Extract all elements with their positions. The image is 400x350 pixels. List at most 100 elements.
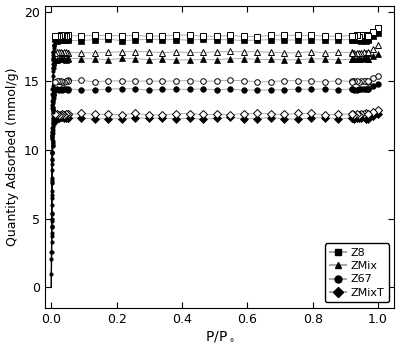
Point (50, 100, 56, 105)
Point (48, 249, 55, 255)
Point (48, 249, 55, 254)
Point (50, 96, 56, 102)
Point (49, 167, 55, 173)
Point (50, 61, 56, 66)
Point (48, 180, 55, 186)
Point (50, 65, 56, 71)
Point (51, 120, 57, 126)
Point (48, 239, 55, 245)
Point (50, 45, 57, 51)
Point (48, 188, 55, 193)
Point (48, 230, 55, 235)
Point (49, 142, 56, 148)
Point (49, 156, 55, 162)
Legend: Z8, ZMix, Z67, ZMixT: Z8, ZMix, Z67, ZMixT (325, 243, 389, 302)
Point (50, 94, 56, 100)
Point (50, 63, 57, 68)
Point (50, 124, 56, 130)
Point (48, 224, 55, 230)
Point (50, 57, 56, 62)
Point (50, 107, 56, 113)
Point (48, 233, 55, 239)
Point (49, 120, 56, 125)
Point (49, 106, 56, 111)
Point (50, 96, 57, 101)
Point (48, 211, 55, 217)
Point (50, 121, 57, 126)
Point (49, 93, 56, 99)
Point (49, 162, 55, 167)
Point (49, 98, 56, 104)
Point (50, 65, 56, 71)
Point (50, 92, 57, 97)
Point (50, 49, 56, 55)
Point (50, 56, 56, 62)
Point (49, 117, 56, 122)
Point (50, 91, 57, 97)
Point (49, 86, 56, 92)
Point (50, 138, 56, 144)
Point (49, 150, 56, 156)
Point (48, 217, 55, 222)
Point (51, 119, 57, 125)
Point (49, 192, 55, 198)
Point (50, 104, 56, 110)
Point (50, 55, 56, 61)
Point (51, 43, 57, 49)
Point (49, 98, 56, 104)
Point (50, 98, 56, 104)
Point (48, 218, 55, 224)
Point (50, 130, 56, 136)
Point (49, 175, 55, 180)
Point (49, 143, 56, 149)
Point (50, 120, 57, 126)
Point (50, 127, 56, 133)
Point (49, 195, 55, 200)
Point (50, 140, 56, 146)
Point (50, 109, 56, 114)
Point (49, 135, 55, 141)
Point (51, 119, 57, 125)
Point (49, 179, 55, 185)
Point (51, 42, 57, 48)
Point (49, 202, 55, 208)
Point (49, 130, 55, 135)
Point (49, 134, 55, 139)
Point (50, 106, 56, 112)
Point (50, 73, 56, 79)
X-axis label: P/P$_\circ$: P/P$_\circ$ (205, 330, 235, 344)
Point (50, 52, 56, 58)
Y-axis label: Quantity Adsorbed (mmol/g): Quantity Adsorbed (mmol/g) (6, 68, 18, 246)
Point (50, 68, 56, 74)
Point (51, 92, 57, 98)
Point (49, 149, 56, 155)
Point (48, 223, 55, 229)
Point (49, 91, 56, 97)
Point (48, 211, 55, 216)
Point (49, 129, 55, 134)
Point (49, 149, 55, 155)
Point (49, 177, 55, 183)
Point (49, 120, 56, 126)
Point (51, 62, 57, 67)
Point (50, 49, 56, 55)
Point (51, 92, 57, 97)
Point (49, 134, 55, 140)
Point (51, 43, 57, 48)
Point (50, 92, 57, 97)
Point (49, 125, 55, 131)
Point (49, 133, 55, 138)
Point (49, 151, 56, 156)
Point (51, 62, 57, 67)
Point (48, 225, 55, 230)
Point (50, 107, 56, 113)
Point (49, 102, 56, 108)
Point (50, 86, 56, 92)
Point (49, 136, 56, 141)
Point (50, 83, 56, 89)
Point (51, 62, 57, 67)
Point (50, 66, 57, 71)
Point (49, 158, 56, 163)
Point (48, 257, 55, 262)
Point (51, 42, 57, 48)
